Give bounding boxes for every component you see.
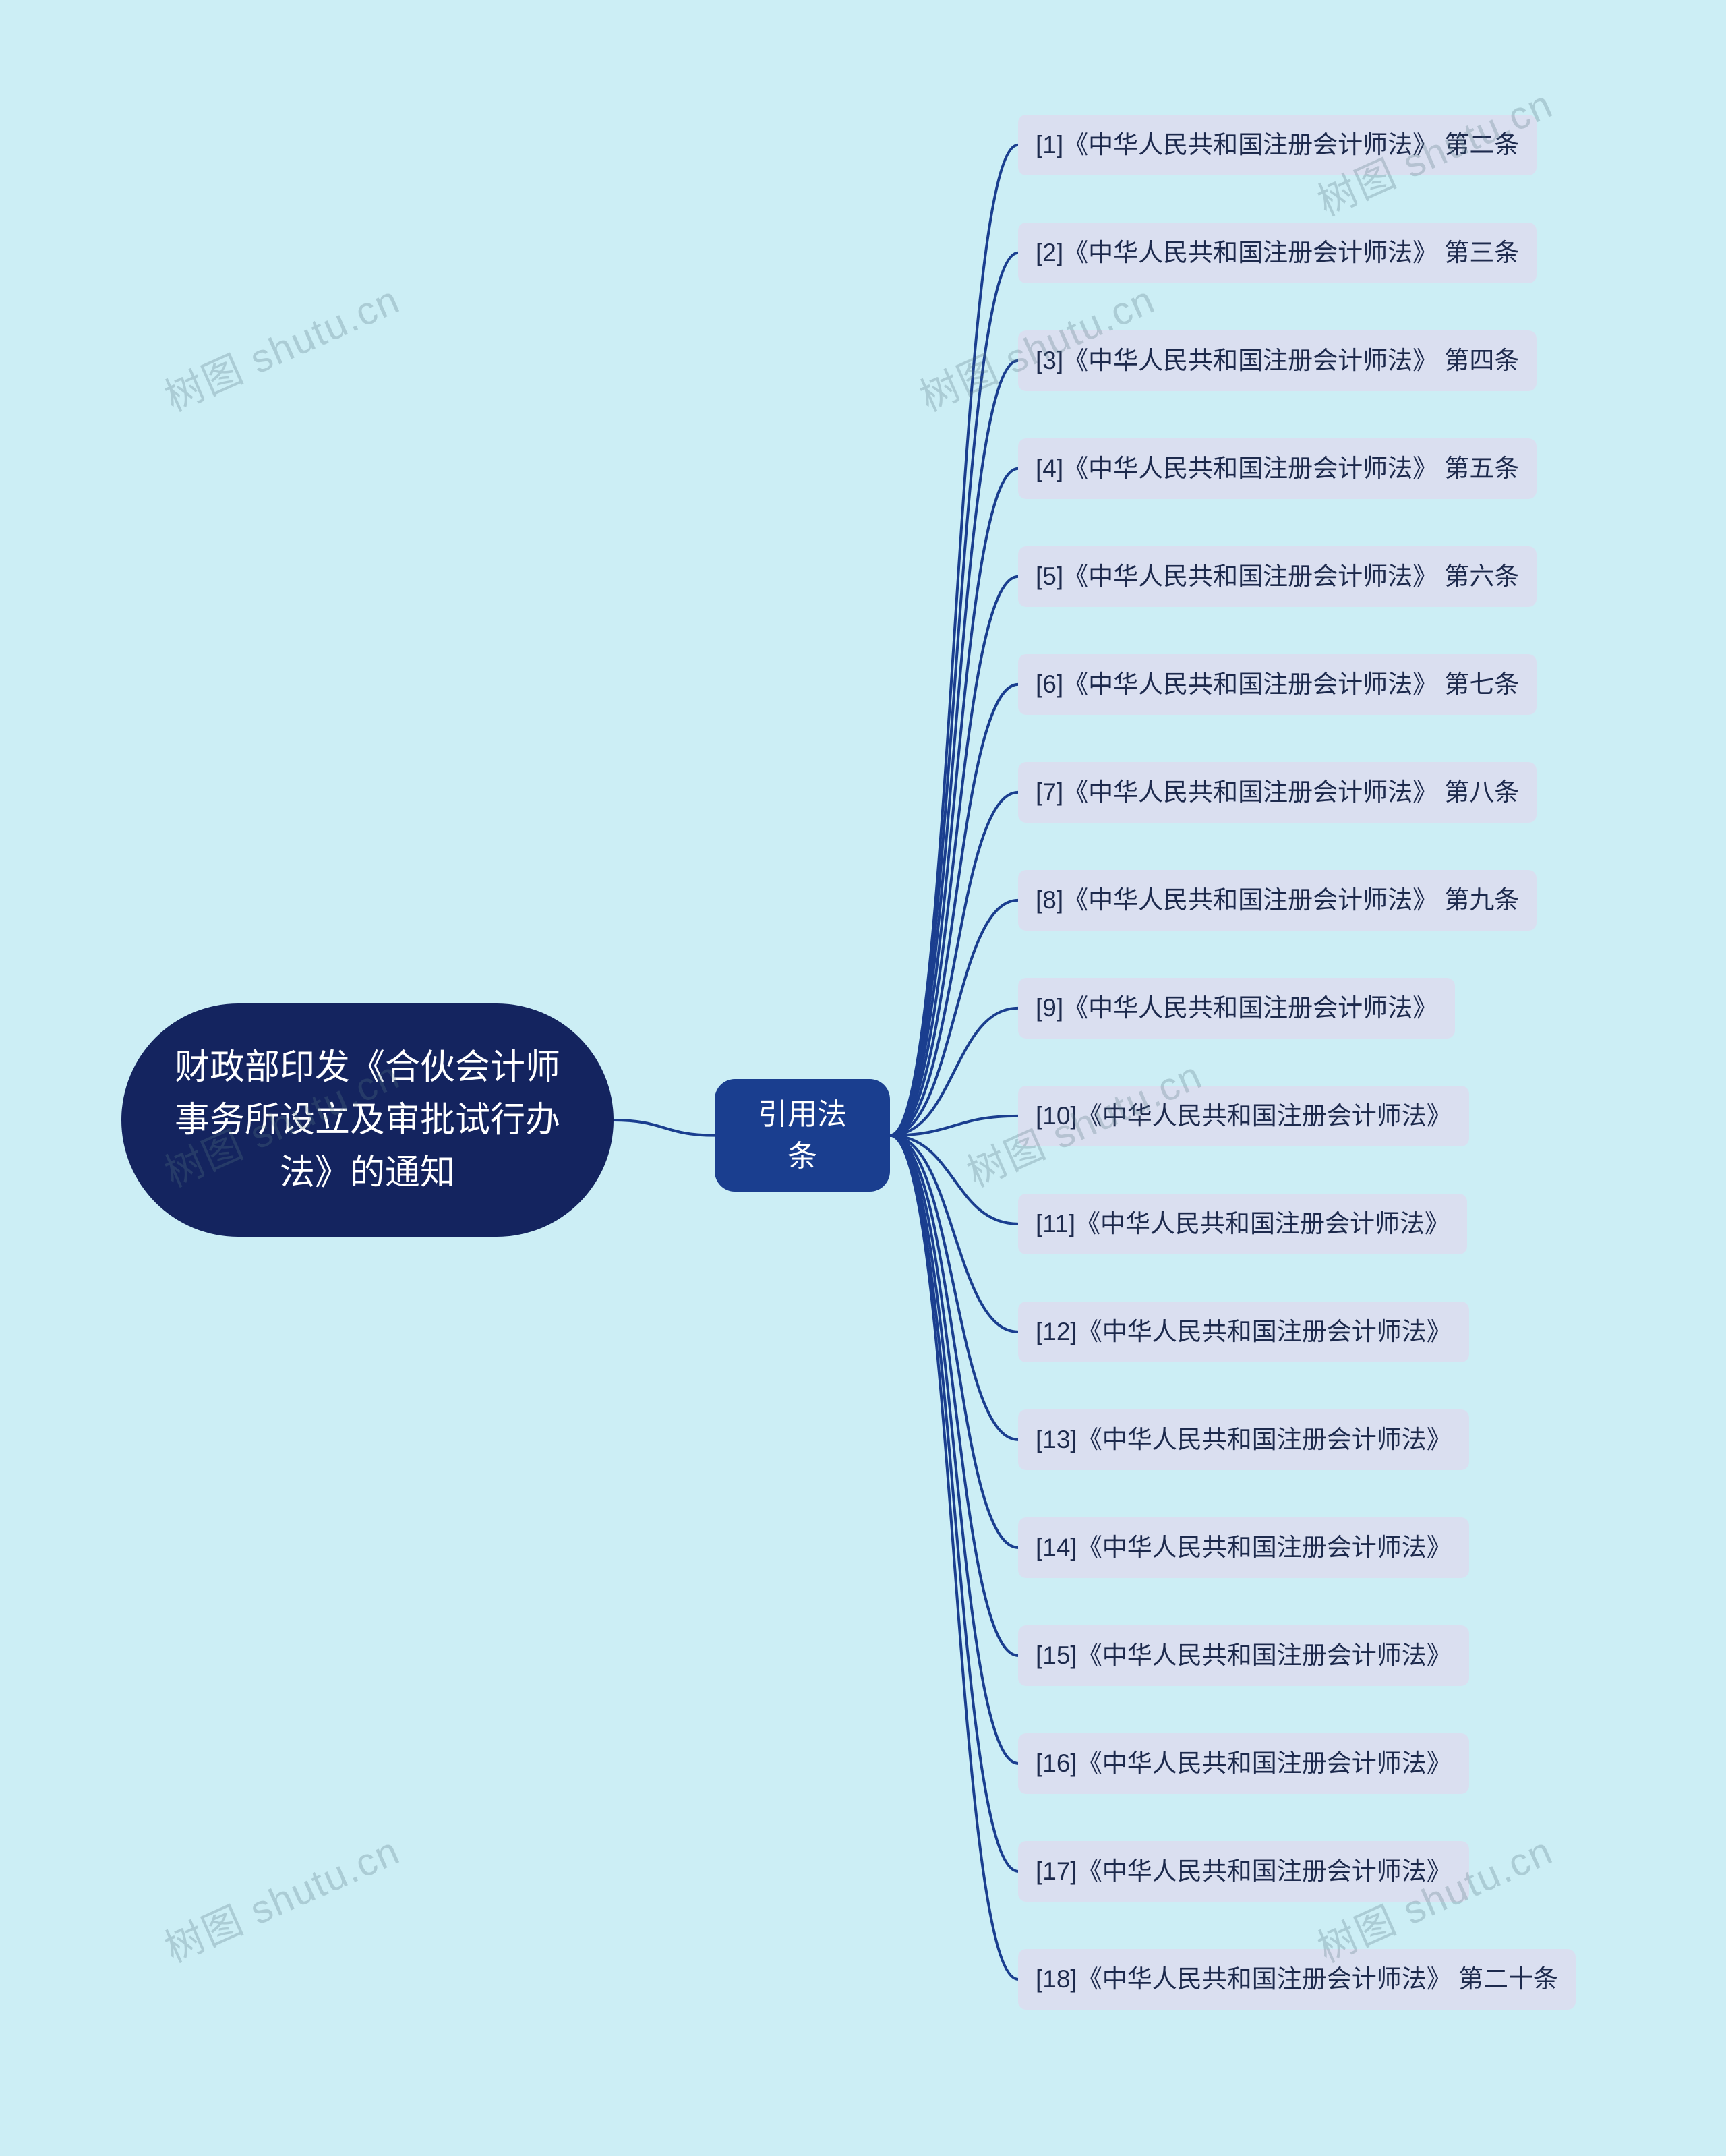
leaf-label: [8]《中华人民共和国注册会计师法》 第九条 — [1036, 886, 1519, 914]
leaf-label: [14]《中华人民共和国注册会计师法》 — [1036, 1534, 1452, 1561]
watermark: 树图 shutu.cn — [154, 268, 407, 423]
leaf-label: [18]《中华人民共和国注册会计师法》 第二十条 — [1036, 1965, 1558, 1993]
leaf-label: [5]《中华人民共和国注册会计师法》 第六条 — [1036, 562, 1519, 590]
leaf-node[interactable]: [10]《中华人民共和国注册会计师法》 — [1018, 1086, 1469, 1146]
leaf-node[interactable]: [5]《中华人民共和国注册会计师法》 第六条 — [1018, 546, 1537, 607]
leaf-node[interactable]: [2]《中华人民共和国注册会计师法》 第三条 — [1018, 223, 1537, 283]
leaf-node[interactable]: [11]《中华人民共和国注册会计师法》 — [1018, 1194, 1467, 1254]
watermark: 树图 shutu.cn — [154, 1819, 407, 1974]
leaf-node[interactable]: [9]《中华人民共和国注册会计师法》 — [1018, 978, 1455, 1039]
leaf-node[interactable]: [16]《中华人民共和国注册会计师法》 — [1018, 1733, 1469, 1794]
leaf-label: [3]《中华人民共和国注册会计师法》 第四条 — [1036, 347, 1519, 374]
leaf-label: [1]《中华人民共和国注册会计师法》 第二条 — [1036, 131, 1519, 158]
leaf-node[interactable]: [15]《中华人民共和国注册会计师法》 — [1018, 1625, 1469, 1686]
leaf-label: [2]《中华人民共和国注册会计师法》 第三条 — [1036, 239, 1519, 266]
leaf-node[interactable]: [4]《中华人民共和国注册会计师法》 第五条 — [1018, 438, 1537, 499]
leaf-node[interactable]: [3]《中华人民共和国注册会计师法》 第四条 — [1018, 330, 1537, 391]
mindmap-canvas: 财政部印发《合伙会计师事务所设立及审批试行办法》的通知 引用法条 [1]《中华人… — [0, 0, 1726, 2156]
leaf-node[interactable]: [14]《中华人民共和国注册会计师法》 — [1018, 1517, 1469, 1578]
root-node[interactable]: 财政部印发《合伙会计师事务所设立及审批试行办法》的通知 — [121, 1003, 614, 1237]
first-child-node[interactable]: 引用法条 — [715, 1079, 890, 1192]
leaf-label: [17]《中华人民共和国注册会计师法》 — [1036, 1857, 1452, 1885]
leaf-label: [15]《中华人民共和国注册会计师法》 — [1036, 1641, 1452, 1669]
leaf-label: [9]《中华人民共和国注册会计师法》 — [1036, 994, 1437, 1022]
leaf-label: [13]《中华人民共和国注册会计师法》 — [1036, 1426, 1452, 1453]
leaf-node[interactable]: [8]《中华人民共和国注册会计师法》 第九条 — [1018, 870, 1537, 931]
leaf-label: [11]《中华人民共和国注册会计师法》 — [1036, 1210, 1450, 1237]
leaf-node[interactable]: [17]《中华人民共和国注册会计师法》 — [1018, 1841, 1469, 1902]
leaf-label: [16]《中华人民共和国注册会计师法》 — [1036, 1749, 1452, 1777]
leaf-node[interactable]: [13]《中华人民共和国注册会计师法》 — [1018, 1409, 1469, 1470]
leaf-node[interactable]: [18]《中华人民共和国注册会计师法》 第二十条 — [1018, 1949, 1576, 2010]
leaf-label: [7]《中华人民共和国注册会计师法》 第八条 — [1036, 778, 1519, 806]
leaf-label: [10]《中华人民共和国注册会计师法》 — [1036, 1102, 1452, 1130]
leaf-node[interactable]: [1]《中华人民共和国注册会计师法》 第二条 — [1018, 115, 1537, 175]
root-label: 财政部印发《合伙会计师事务所设立及审批试行办法》的通知 — [175, 1048, 560, 1192]
first-child-label: 引用法条 — [758, 1098, 847, 1173]
leaf-label: [12]《中华人民共和国注册会计师法》 — [1036, 1318, 1452, 1345]
leaf-label: [6]《中华人民共和国注册会计师法》 第七条 — [1036, 670, 1519, 698]
leaf-node[interactable]: [6]《中华人民共和国注册会计师法》 第七条 — [1018, 654, 1537, 715]
leaf-label: [4]《中华人民共和国注册会计师法》 第五条 — [1036, 455, 1519, 482]
leaf-node[interactable]: [12]《中华人民共和国注册会计师法》 — [1018, 1302, 1469, 1362]
leaf-node[interactable]: [7]《中华人民共和国注册会计师法》 第八条 — [1018, 762, 1537, 823]
